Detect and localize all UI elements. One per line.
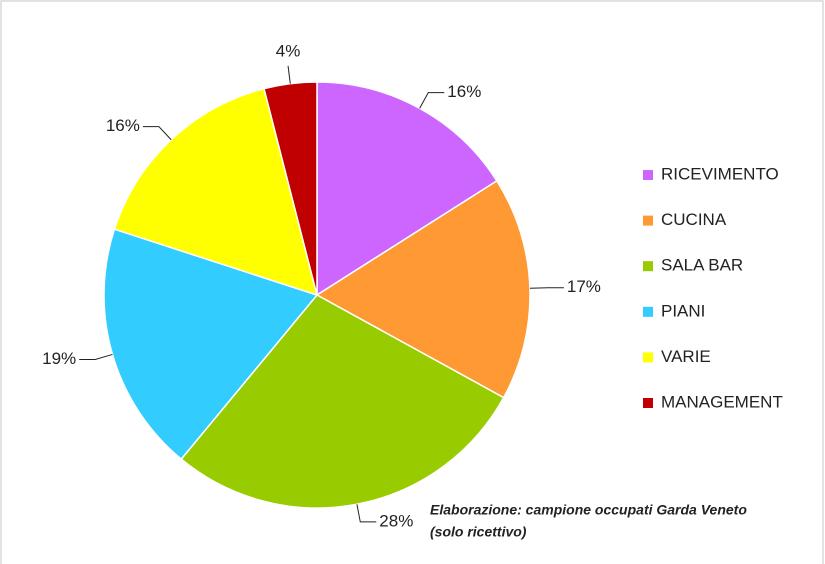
leader-line [79,353,113,360]
legend-swatch [643,261,653,272]
legend-label: CUCINA [661,210,727,229]
legend-label: PIANI [661,301,705,320]
legend-label: RICEVIMENTO [661,164,779,183]
pie-slice [180,294,505,509]
leader-line [529,287,564,289]
legend-swatch [643,215,653,226]
data-label: 17% [567,277,601,296]
data-label: 16% [106,116,140,135]
data-label: 28% [379,511,413,530]
legend-swatch [643,306,653,317]
legend-label: VARIE [661,347,711,366]
leader-line [356,504,377,523]
data-label: 19% [42,349,76,368]
leader-line [287,65,291,84]
annotation: Elaborazione: campione occupati Garda Ve… [430,502,747,518]
pie-slice [263,81,318,296]
pie-slice [103,228,319,461]
legend-label: SALA BAR [661,256,743,275]
legend-label: MANAGEMENT [661,392,783,411]
legend-swatch [643,170,653,180]
leader-line [419,92,445,109]
data-label: 16% [447,82,481,101]
legend-swatch [643,398,653,408]
legend-swatch [643,352,653,363]
leader-line [142,126,172,141]
pie-slice [315,179,531,399]
annotation: (solo ricettivo) [430,524,527,540]
data-label: 4% [276,41,301,60]
